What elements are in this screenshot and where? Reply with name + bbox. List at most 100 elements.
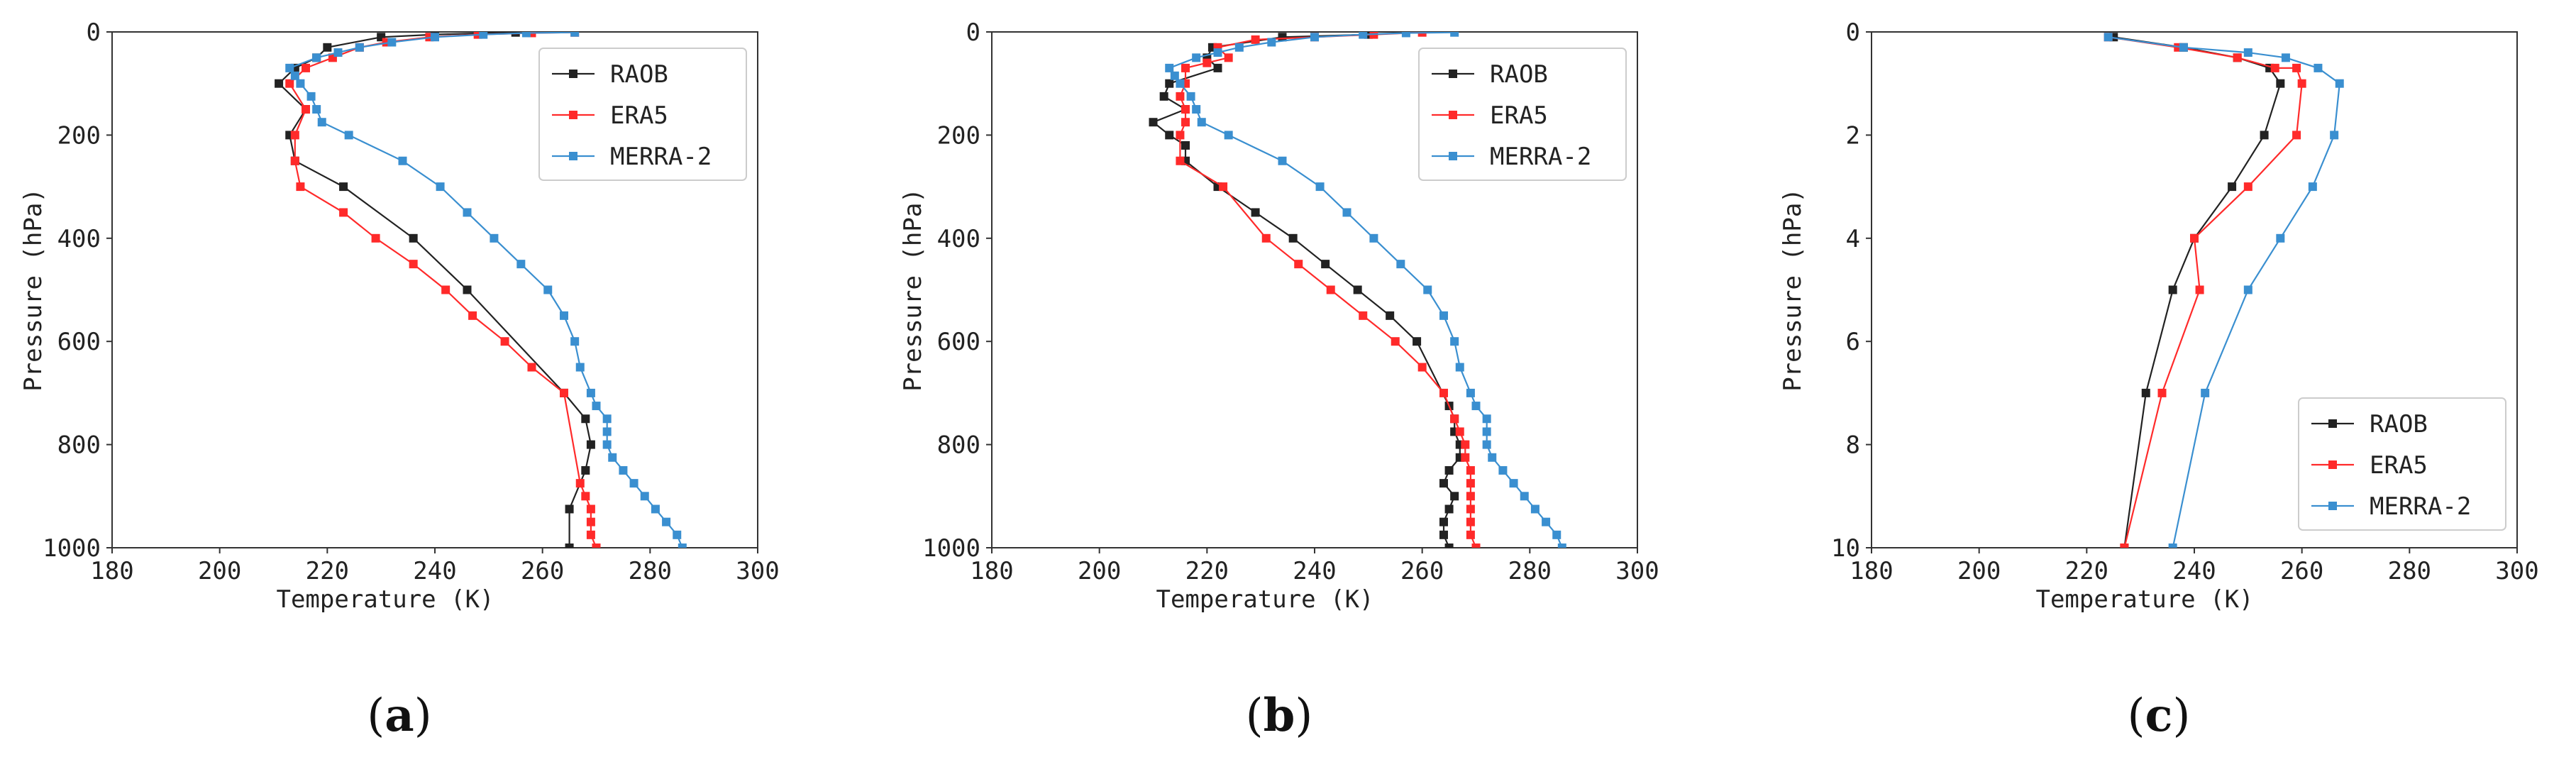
- data-point: [673, 530, 682, 539]
- x-tick-label: 280: [2388, 557, 2431, 585]
- x-tick-label: 260: [2280, 557, 2323, 585]
- data-point: [312, 105, 321, 114]
- x-tick-label: 260: [1400, 557, 1444, 585]
- data-point: [629, 479, 639, 488]
- data-point: [662, 517, 671, 526]
- data-point: [1369, 32, 1378, 39]
- legend-marker: [569, 152, 577, 160]
- x-tick-label: 200: [1957, 557, 2001, 585]
- data-point: [1450, 492, 1459, 501]
- data-point: [2190, 233, 2199, 243]
- data-point: [602, 414, 612, 424]
- series-merra-2: [285, 32, 687, 548]
- y-tick-label: 0: [87, 18, 101, 47]
- data-point: [1310, 33, 1319, 42]
- data-point: [1450, 427, 1459, 436]
- data-point: [2314, 63, 2323, 72]
- data-point: [1450, 32, 1459, 37]
- data-point: [581, 465, 590, 475]
- data-point: [296, 79, 305, 88]
- data-point: [339, 182, 348, 192]
- x-tick-label: 180: [90, 557, 133, 585]
- data-point: [1471, 543, 1481, 548]
- panel-c: 180 200 220 240 260 280 300 0 2 4 6 8 10 Temperature …: [1779, 18, 2539, 742]
- legend-marker: [2328, 419, 2337, 428]
- data-point: [2243, 285, 2252, 294]
- data-point: [1530, 504, 1539, 514]
- data-point: [285, 63, 294, 72]
- y-tick-label: 1000: [43, 534, 101, 563]
- data-point: [511, 32, 520, 37]
- data-point: [1315, 182, 1325, 192]
- data-point: [2276, 233, 2285, 243]
- data-point: [1466, 388, 1475, 397]
- data-point: [2141, 388, 2150, 397]
- y-tick-label: 400: [937, 225, 980, 253]
- data-point: [323, 43, 332, 52]
- data-point: [2195, 285, 2204, 294]
- data-point: [1251, 208, 1260, 217]
- data-point: [1466, 530, 1475, 539]
- data-point: [1288, 233, 1298, 243]
- data-point: [339, 208, 348, 217]
- legend-label: ERA5: [2370, 451, 2428, 480]
- x-tick-label: 240: [1293, 557, 1336, 585]
- data-point: [2233, 53, 2242, 62]
- data-point: [333, 48, 343, 57]
- data-point: [1488, 453, 1497, 462]
- legend-label: RAOB: [1490, 60, 1548, 89]
- data-point: [1401, 32, 1410, 38]
- legend-marker: [569, 70, 577, 78]
- data-point: [586, 504, 595, 514]
- data-point: [387, 38, 397, 47]
- data-point: [1176, 92, 1185, 101]
- data-point: [306, 92, 316, 101]
- series-line: [2108, 36, 2340, 548]
- x-tick-label: 220: [306, 557, 349, 585]
- y-tick-label: 200: [937, 121, 980, 150]
- data-point: [1466, 479, 1475, 488]
- data-point: [1444, 504, 1454, 514]
- data-point: [1482, 414, 1491, 424]
- data-point: [1466, 492, 1475, 501]
- data-point: [317, 118, 326, 127]
- y-tick-label: 800: [57, 431, 101, 460]
- data-point: [302, 63, 310, 72]
- data-point: [1267, 38, 1276, 47]
- data-point: [1439, 517, 1448, 526]
- data-point: [290, 71, 299, 80]
- data-point: [2201, 388, 2210, 397]
- data-point: [1165, 79, 1174, 88]
- data-point: [1170, 71, 1179, 80]
- legend-label: MERRA-2: [2370, 492, 2471, 521]
- data-point: [290, 131, 299, 140]
- data-point: [2228, 182, 2237, 192]
- y-tick-label: 200: [57, 121, 101, 150]
- data-point: [1455, 363, 1464, 372]
- data-point: [575, 363, 585, 372]
- data-point: [516, 260, 526, 269]
- x-tick-label: 180: [970, 557, 1013, 585]
- data-point: [1396, 260, 1405, 269]
- data-point: [1471, 402, 1481, 411]
- data-point: [1359, 311, 1368, 320]
- data-point: [1181, 105, 1190, 114]
- data-point: [398, 156, 407, 165]
- data-point: [1413, 337, 1422, 346]
- data-point: [1261, 233, 1271, 243]
- data-point: [1359, 32, 1368, 39]
- data-point: [1203, 58, 1212, 67]
- y-axis-label: Pressure (hPa): [19, 188, 48, 392]
- data-point: [1321, 260, 1330, 269]
- series-merra-2: [1165, 32, 1566, 548]
- data-point: [441, 285, 450, 294]
- legend-marker: [1449, 111, 1457, 119]
- data-point: [1386, 311, 1395, 320]
- data-point: [1482, 427, 1491, 436]
- data-point: [619, 465, 628, 475]
- data-point: [371, 233, 380, 243]
- data-point: [500, 337, 509, 346]
- data-point: [1450, 337, 1459, 346]
- data-point: [1520, 492, 1529, 501]
- data-point: [275, 79, 284, 88]
